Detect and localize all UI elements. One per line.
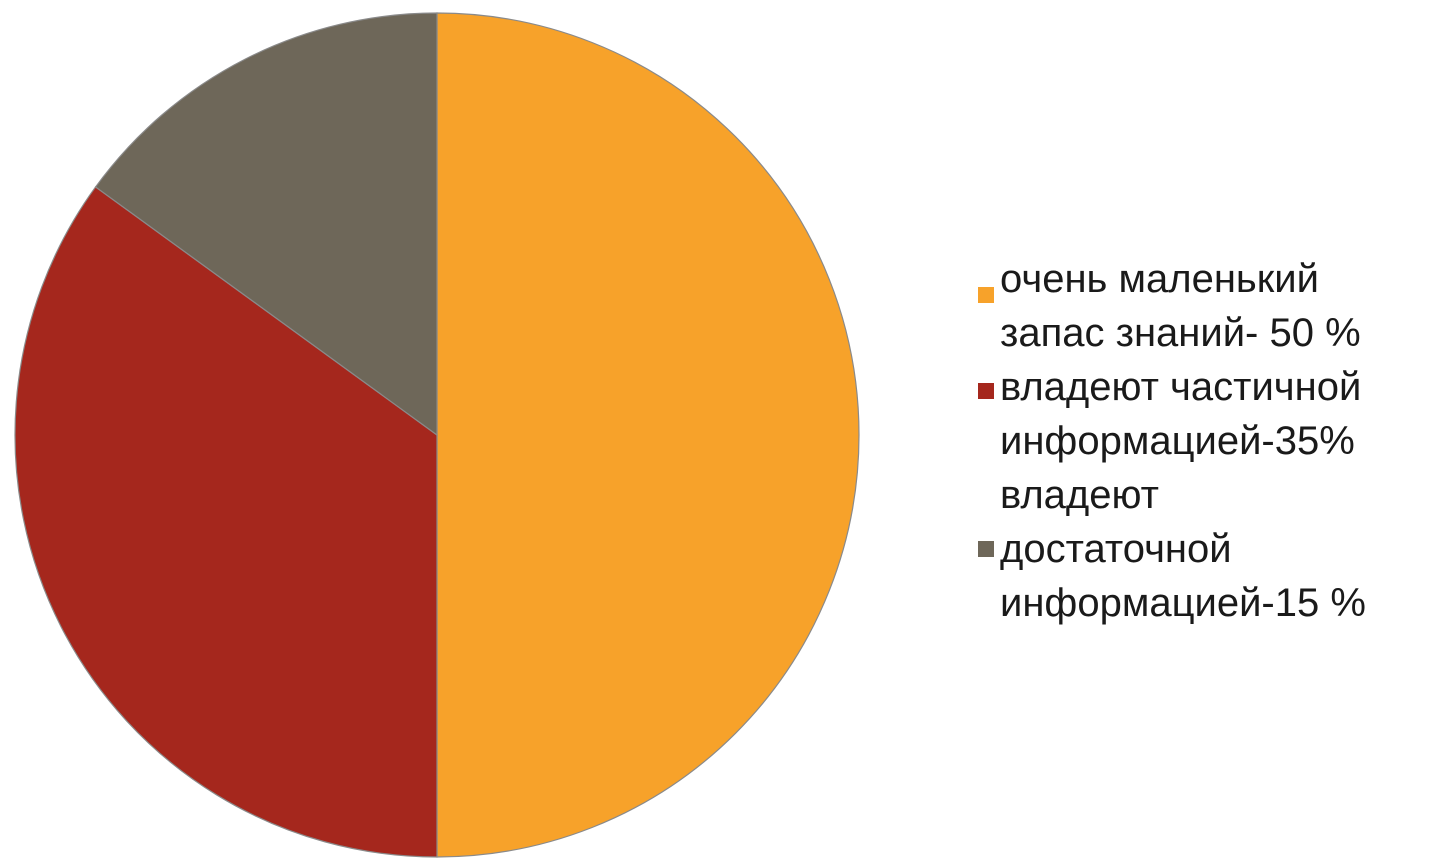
legend: очень маленький запас знаний- 50 % владе… bbox=[978, 252, 1438, 630]
pie-slice-partial-information bbox=[14, 186, 438, 858]
legend-swatch-gray bbox=[978, 541, 994, 557]
legend-item-partial-information: владеют частичной информацией-35% bbox=[978, 360, 1438, 468]
pie-plot-area bbox=[14, 12, 860, 858]
legend-label: владеют частичной информацией-35% bbox=[1000, 365, 1362, 463]
legend-item-very-small-knowledge: очень маленький запас знаний- 50 % bbox=[978, 252, 1438, 360]
pie-slice-very-small-knowledge bbox=[436, 12, 860, 858]
legend-item-sufficient-information: владеют достаточной информацией-15 % bbox=[978, 468, 1438, 630]
legend-swatch-red bbox=[978, 383, 994, 399]
legend-swatch-orange bbox=[978, 287, 994, 303]
pie-slice-sufficient-information bbox=[94, 12, 438, 437]
legend-label: владеют достаточной информацией-15 % bbox=[1000, 473, 1366, 625]
legend-label: очень маленький запас знаний- 50 % bbox=[1000, 257, 1361, 355]
